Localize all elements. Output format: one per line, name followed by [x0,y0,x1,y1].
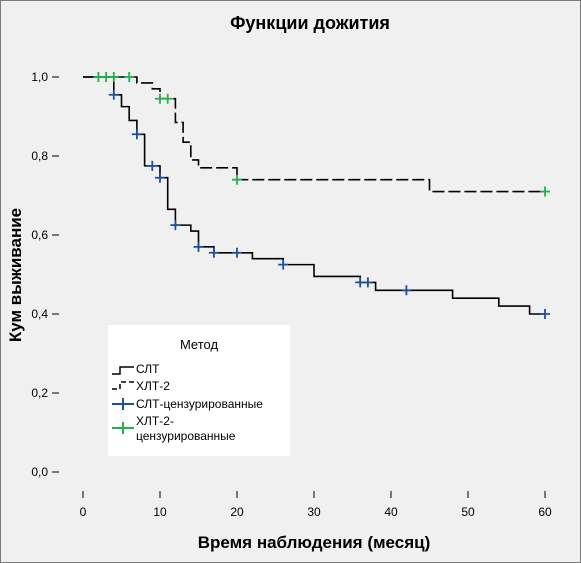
censor-mark-hlt2 [232,174,242,185]
legend-box [108,325,290,456]
censor-mark-hlt2 [162,93,173,104]
censor-mark-hlt2 [540,186,550,197]
chart-title: Функции дожития [230,13,390,33]
x-tick-label: 0 [80,505,87,519]
legend: Метод СЛТ ХЛТ-2 СЛТ-цензурированные ХЛТ-… [108,325,290,456]
series-line-hlt2 [83,76,545,193]
legend-title: Метод [180,337,219,352]
x-tick-label: 10 [153,505,167,519]
legend-label-hlt2-censored-line2: цензурированные [136,429,236,443]
legend-label-slt-censored: СЛТ-цензурированные [136,397,263,411]
y-tick-label: 0,0 [31,465,48,479]
censor-mark-slt [401,285,412,296]
censor-mark-slt [170,220,181,231]
censor-mark-slt [108,89,119,100]
censor-mark-slt [362,277,373,288]
x-tick-label: 30 [307,505,321,519]
y-tick-label: 0,6 [31,228,48,242]
censor-mark-hlt2 [108,72,119,82]
x-tick-label: 20 [230,505,244,519]
censor-mark-slt [232,247,242,258]
y-axis-title: Кум выживание [6,208,25,342]
legend-step-dashed-icon [112,381,134,390]
legend-censor-green-icon [112,422,134,434]
censor-mark-slt [540,309,550,319]
y-tick-label: 1,0 [31,70,48,84]
x-tick-label: 60 [538,505,552,519]
censor-mark-slt [147,160,158,171]
censor-mark-hlt2 [124,72,135,82]
x-tick-label: 50 [461,505,475,519]
legend-label-slt: СЛТ [136,362,160,376]
legend-step-solid-icon [112,366,134,375]
x-tick-label: 40 [384,505,398,519]
series-line-slt [83,76,545,315]
legend-censor-blue-icon [112,398,134,410]
y-tick-label: 0,4 [31,307,48,321]
censor-mark-slt [278,259,289,270]
axes: 0,0 0,2 0,4 0,6 0,8 1,0 0 10 20 30 40 50 60 [31,70,552,519]
censor-mark-slt [208,247,219,258]
x-axis-title: Время наблюдения (месяц) [198,533,431,552]
series-layer [83,72,550,319]
y-tick-label: 0,8 [31,149,48,163]
legend-label-hlt2-censored-line1: ХЛТ-2- [136,414,174,428]
y-tick-label: 0,2 [31,386,48,400]
censor-mark-slt [155,172,165,183]
censor-mark-slt [193,241,204,252]
censor-mark-slt [131,129,142,140]
legend-label-hlt2: ХЛТ-2 [136,379,170,393]
